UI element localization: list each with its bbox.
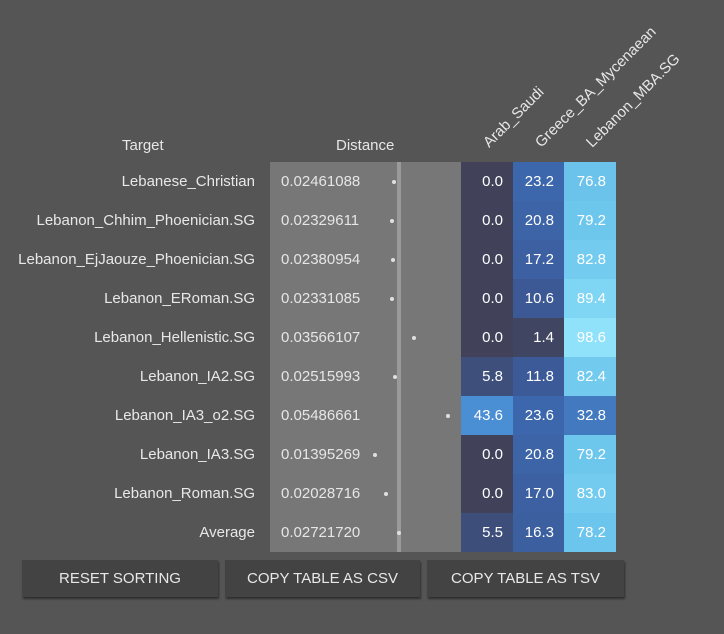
source-percentage-cell: 78.2 — [564, 513, 616, 552]
distance-value: 0.02515993 — [281, 368, 361, 385]
distance-value: 0.02329611 — [281, 212, 360, 229]
distance-dot — [392, 180, 396, 184]
source-percentage-cell: 17.2 — [513, 240, 564, 279]
copy-tsv-button[interactable]: COPY TABLE AS TSV — [427, 560, 624, 597]
source-percentage-cell: 17.0 — [513, 474, 564, 513]
average-distance-marker — [397, 474, 401, 513]
target-name: Lebanon_EjJaouze_Phoenician.SG — [18, 251, 255, 268]
average-distance-marker — [397, 318, 401, 357]
target-name: Lebanon_IA3_o2.SG — [114, 407, 255, 424]
source-percentage-cell: 79.2 — [564, 435, 616, 474]
source-percentage-cell: 79.2 — [564, 201, 616, 240]
source-percentage-cell: 1.4 — [513, 318, 564, 357]
source-percentage-cell: 89.4 — [564, 279, 616, 318]
source-percentage-cell: 0.0 — [461, 279, 513, 318]
results-table: Lebanese_Christian 0.02461088 0.0 23.2 76.8 L… — [0, 162, 724, 552]
source-percentage-cell: 10.6 — [513, 279, 564, 318]
distance-cell: 0.02721720 — [270, 513, 461, 552]
target-name: Average — [199, 524, 255, 541]
source-percentage-cell: 23.2 — [513, 162, 564, 201]
source-percentage-cell: 0.0 — [461, 474, 513, 513]
source-percentage-cell: 32.8 — [564, 396, 616, 435]
distance-value: 0.05486661 — [281, 407, 361, 424]
distance-cell: 0.02329611 — [270, 201, 461, 240]
source-percentage-cell: 43.6 — [461, 396, 513, 435]
average-distance-marker — [397, 435, 401, 474]
average-distance-marker — [397, 396, 401, 435]
source-percentage-cell: 20.8 — [513, 201, 564, 240]
distance-cell: 0.02380954 — [270, 240, 461, 279]
distance-dot — [390, 258, 395, 262]
distance-value: 0.03566107 — [281, 329, 361, 346]
distance-cell: 0.01395269 — [270, 435, 461, 474]
source-percentage-cell: 0.0 — [461, 240, 513, 279]
table-row: Lebanon_Hellenistic.SG 0.03566107 0.0 1.4 98… — [0, 318, 724, 357]
distance-dot — [396, 531, 401, 535]
source-percentage-cell: 82.8 — [564, 240, 616, 279]
source-percentage-cell: 0.0 — [461, 435, 513, 474]
table-row: Lebanon_Chhim_Phoenician.SG 0.02329611 0.0… — [0, 201, 724, 240]
distance-dot — [393, 375, 397, 379]
distance-dot — [389, 297, 394, 301]
distance-cell: 0.03566107 — [270, 318, 461, 357]
table-row: Lebanese_Christian 0.02461088 0.0 23.2 76.8 — [0, 162, 724, 201]
average-distance-marker — [397, 162, 401, 201]
target-name: Lebanon_Hellenistic.SG — [94, 329, 255, 346]
target-name: Lebanon_IA3.SG — [139, 446, 255, 463]
distance-value: 0.02461088 — [281, 173, 361, 190]
table-row: Lebanon_IA2.SG 0.02515993 5.8 11.8 82.4 — [0, 357, 724, 396]
distance-value: 0.02380954 — [281, 251, 361, 268]
target-name: Lebanon_Roman.SG — [114, 485, 255, 502]
distance-value: 0.02331085 — [281, 290, 361, 307]
table-row: Lebanon_ERoman.SG 0.02331085 0.0 10.6 89.4 — [0, 279, 724, 318]
distance-cell: 0.02028716 — [270, 474, 461, 513]
target-name: Lebanon_Chhim_Phoenician.SG — [36, 212, 256, 229]
distance-value: 0.02028716 — [281, 485, 361, 502]
source-percentage-cell: 0.0 — [461, 318, 513, 357]
distance-dot — [411, 336, 416, 340]
source-header-lebanon-mba[interactable]: Lebanon_MBA.SG — [582, 50, 684, 151]
source-percentage-cell: 16.3 — [513, 513, 564, 552]
source-percentage-cell: 5.5 — [461, 513, 513, 552]
distance-dot — [389, 219, 394, 223]
table-row: Lebanon_IA3_o2.SG 0.05486661 43.6 23.6 32.8 — [0, 396, 724, 435]
distance-cell: 0.05486661 — [270, 396, 461, 435]
distance-dot — [373, 453, 377, 457]
table-row: Average 0.02721720 5.5 16.3 78.2 — [0, 513, 724, 552]
distance-cell: 0.02331085 — [270, 279, 461, 318]
source-percentage-cell: 76.8 — [564, 162, 616, 201]
source-percentage-cell: 20.8 — [513, 435, 564, 474]
distance-cell: 0.02461088 — [270, 162, 461, 201]
distance-cell: 0.02515993 — [270, 357, 461, 396]
source-percentage-cell: 0.0 — [461, 162, 513, 201]
source-percentage-cell: 11.8 — [513, 357, 564, 396]
table-row: Lebanon_Roman.SG 0.02028716 0.0 17.0 83.0 — [0, 474, 724, 513]
distance-column-header[interactable]: Distance — [336, 137, 395, 154]
source-percentage-cell: 5.8 — [461, 357, 513, 396]
distance-dot — [384, 492, 389, 496]
distance-value: 0.02721720 — [281, 524, 361, 541]
table-row: Lebanon_IA3.SG 0.01395269 0.0 20.8 79.2 — [0, 435, 724, 474]
source-percentage-cell: 98.6 — [564, 318, 616, 357]
source-percentage-cell: 83.0 — [564, 474, 616, 513]
target-name: Lebanon_ERoman.SG — [104, 290, 255, 307]
distance-value: 0.01395269 — [281, 446, 361, 463]
average-distance-marker — [397, 201, 401, 240]
target-name: Lebanese_Christian — [121, 173, 255, 190]
source-percentage-cell: 0.0 — [461, 201, 513, 240]
average-distance-marker — [397, 279, 401, 318]
target-name: Lebanon_IA2.SG — [139, 368, 255, 385]
distance-dot — [446, 414, 450, 418]
copy-csv-button[interactable]: COPY TABLE AS CSV — [225, 560, 420, 597]
target-column-header[interactable]: Target — [122, 137, 164, 154]
source-percentage-cell: 82.4 — [564, 357, 616, 396]
source-percentage-cell: 23.6 — [513, 396, 564, 435]
reset-sorting-button[interactable]: RESET SORTING — [22, 560, 218, 597]
average-distance-marker — [397, 240, 401, 279]
table-row: Lebanon_EjJaouze_Phoenician.SG 0.02380954… — [0, 240, 724, 279]
average-distance-marker — [397, 357, 401, 396]
